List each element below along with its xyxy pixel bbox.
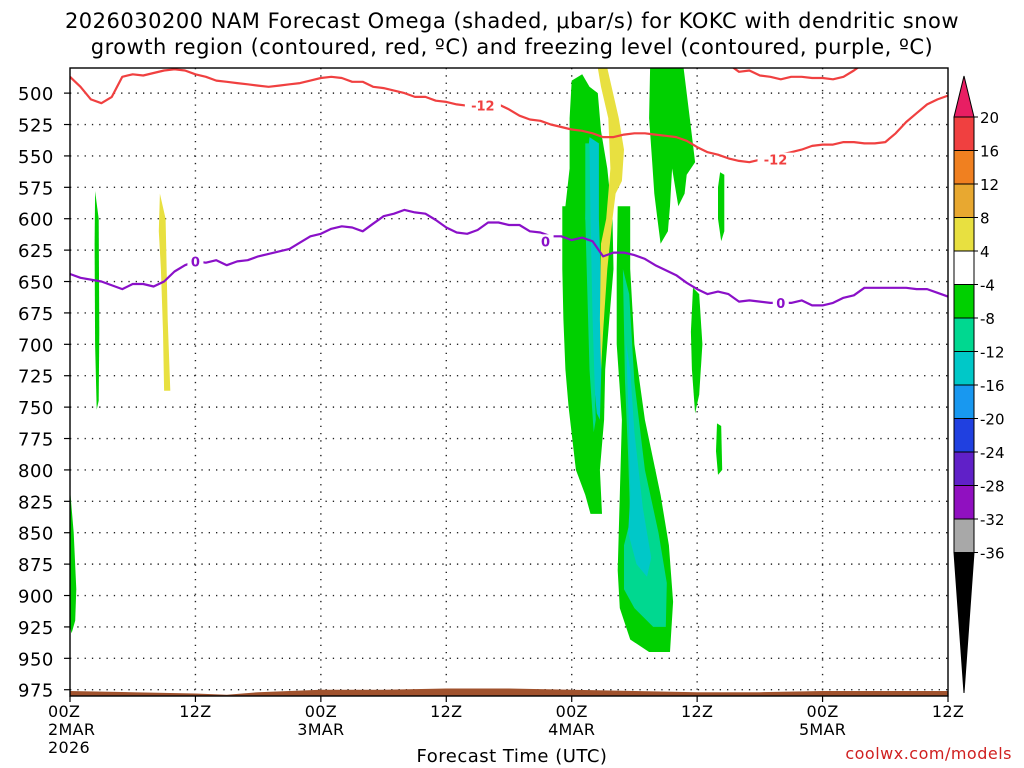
- colorbar-label: -4: [980, 277, 995, 295]
- y-tick-label: 775: [18, 430, 54, 451]
- colorbar-label: 16: [980, 143, 999, 161]
- y-tick-label: 725: [18, 367, 54, 388]
- colorbar-label: 8: [980, 210, 990, 228]
- y-tick-label: 650: [18, 273, 54, 294]
- y-tick-label: 675: [18, 304, 54, 325]
- colorbar: 20 16 12 8 4 -4 -8 -12 -16 -20 -24 -28 -32 -36: [953, 75, 1005, 694]
- colorbar-bin: [953, 451, 975, 486]
- y-tick-label: 575: [18, 178, 54, 199]
- y-tick-label: 750: [18, 398, 54, 419]
- y-tick-label: 625: [18, 241, 54, 262]
- colorbar-label: -16: [980, 377, 1005, 395]
- y-tick-label: 875: [18, 555, 54, 576]
- colorbar-label: 4: [980, 243, 990, 261]
- omega-shading-layer: [70, 68, 948, 696]
- colorbar-bin: [953, 217, 975, 252]
- dgz-contour-upper: [731, 68, 860, 81]
- y-tick-label: 950: [18, 649, 54, 670]
- colorbar-label: -12: [980, 344, 1005, 362]
- y-tick-label: 925: [18, 618, 54, 639]
- omega-region-green-early: [94, 191, 100, 410]
- omega-region-green-upper: [649, 68, 696, 244]
- chart-title-line-1: 2026030200 NAM Forecast Omega (shaded, μ…: [64, 9, 960, 33]
- colorbar-bin: [953, 317, 975, 352]
- y-tick-label: 975: [18, 681, 54, 702]
- source-credit: coolwx.com/models: [845, 744, 1012, 763]
- y-tick-label: 900: [18, 587, 54, 608]
- colorbar-bin: [953, 284, 975, 319]
- colorbar-bin: [953, 518, 975, 553]
- colorbar-bin: [953, 183, 975, 218]
- colorbar-bin: [953, 150, 975, 185]
- x-tick-label: 3MAR: [297, 720, 344, 739]
- grid-layer: [70, 68, 948, 696]
- y-tick-label: 850: [18, 524, 54, 545]
- x-tick-label: 00Z: [48, 702, 80, 721]
- omega-region-cyan-plume: [626, 344, 652, 577]
- omega-region-green-edge: [70, 488, 77, 634]
- x-tick-label: 2MAR: [48, 720, 95, 739]
- colorbar-bin: [953, 351, 975, 386]
- x-tick-label: 4MAR: [548, 720, 595, 739]
- x-tick-label: 12Z: [430, 702, 462, 721]
- y-tick-label: 800: [18, 461, 54, 482]
- colorbar-label: -20: [980, 411, 1005, 429]
- colorbar-label: -36: [980, 545, 1005, 563]
- x-tick-label: 00Z: [806, 702, 838, 721]
- terrain-fill: [70, 688, 948, 696]
- omega-region-yellow-descent: [597, 68, 624, 370]
- colorbar-bin: [953, 384, 975, 419]
- dgz-label-2: -12: [764, 154, 788, 169]
- freezing-label-2: 0: [541, 235, 550, 250]
- colorbar-label: -28: [980, 478, 1005, 496]
- colorbar-label: -32: [980, 511, 1005, 529]
- omega-region-seagreen-core: [585, 143, 596, 433]
- freezing-label-3: 0: [776, 297, 785, 312]
- plot-frame: [69, 67, 949, 697]
- colorbar-top-triangle: [953, 75, 975, 118]
- x-tick-label: 2026: [48, 738, 90, 757]
- x-tick-label: 00Z: [556, 702, 588, 721]
- colorbar-bin: [953, 418, 975, 453]
- x-tick-label: 00Z: [305, 702, 337, 721]
- colorbar-label: 20: [980, 109, 999, 127]
- y-tick-label: 600: [18, 210, 54, 231]
- y-tick-label: 525: [18, 116, 54, 137]
- colorbar-bottom-triangle: [953, 552, 975, 694]
- x-tick-label: 12Z: [681, 702, 713, 721]
- x-tick-label: 5MAR: [799, 720, 846, 739]
- chart-title-line-2: growth region (contoured, red, ºC) and f…: [90, 35, 934, 59]
- omega-region-green-blob-2: [690, 287, 703, 414]
- freezing-level-contour: [70, 208, 948, 307]
- y-tick-label: 825: [18, 492, 54, 513]
- x-tick-label: 12Z: [932, 702, 964, 721]
- x-axis-title: Forecast Time (UTC): [416, 746, 608, 767]
- colorbar-label: -24: [980, 444, 1005, 462]
- axis-layer: 500 525 550 575 600 625 650 675 700 725 750 775 800 8…: [18, 67, 964, 757]
- colorbar-label: 12: [980, 176, 999, 194]
- x-tick-label: 12Z: [179, 702, 211, 721]
- colorbar-bin: [953, 250, 975, 285]
- omega-region-green-blob-3: [716, 423, 723, 475]
- contour-layer: 0 0 0 -12 -12: [70, 68, 948, 312]
- colorbar-label: -8: [980, 310, 995, 328]
- y-tick-label: 700: [18, 335, 54, 356]
- colorbar-bin: [953, 485, 975, 520]
- y-tick-label: 550: [18, 147, 54, 168]
- omega-region-green-blob-1: [718, 172, 725, 242]
- y-tick-label: 500: [18, 84, 54, 105]
- colorbar-bin: [953, 116, 975, 151]
- omega-region-yellow-early: [158, 193, 171, 391]
- dgz-contour-lower: [70, 68, 948, 164]
- dgz-label-1: -12: [471, 100, 495, 115]
- freezing-label-1: 0: [191, 255, 200, 270]
